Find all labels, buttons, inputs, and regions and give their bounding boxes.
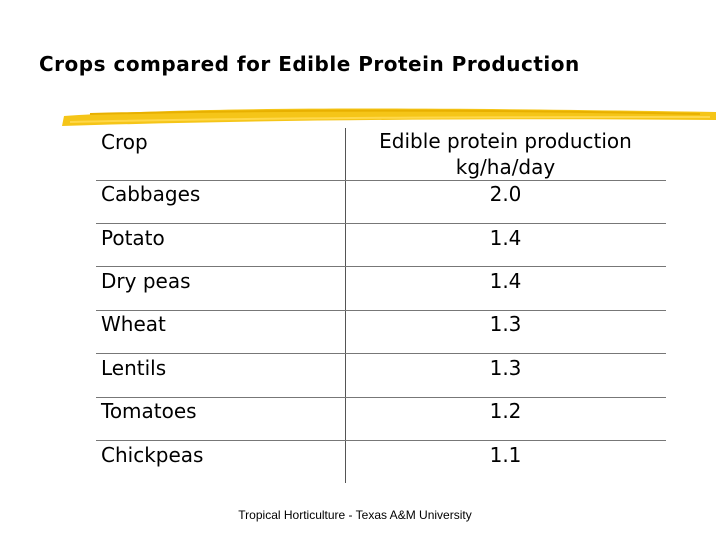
table-row-crop: Lentils <box>101 356 167 380</box>
table-row-value: 1.3 <box>489 356 522 380</box>
row-divider <box>96 310 666 311</box>
row-divider <box>96 440 666 441</box>
table-row-value: 1.3 <box>489 312 522 336</box>
row-divider <box>96 397 666 398</box>
row-divider <box>96 353 666 354</box>
row-divider <box>96 223 666 224</box>
slide-footer: Tropical Horticulture - Texas A&M Univer… <box>238 508 472 522</box>
table-row-crop: Dry peas <box>101 269 191 293</box>
header-crop: Crop <box>101 130 148 154</box>
table-row-value: 1.4 <box>489 269 522 293</box>
table-row-crop: Wheat <box>101 312 166 336</box>
table-row-value: 1.4 <box>489 226 522 250</box>
row-divider <box>96 266 666 267</box>
table-row-crop: Potato <box>101 226 165 250</box>
header-value-line2: kg/ha/day <box>455 155 556 179</box>
header-value: Edible protein production kg/ha/day <box>345 128 666 180</box>
table-row-crop: Cabbages <box>101 182 201 206</box>
brush-stroke-divider <box>62 108 716 126</box>
table-row-crop: Chickpeas <box>101 443 204 467</box>
table-row-value: 1.2 <box>489 399 522 423</box>
header-value-line1: Edible protein production <box>379 129 632 153</box>
column-divider <box>345 128 346 483</box>
table-row-value: 2.0 <box>489 182 522 206</box>
protein-table: Crop Edible protein production kg/ha/day… <box>96 128 666 483</box>
row-divider <box>96 180 666 181</box>
slide-title: Crops compared for Edible Protein Produc… <box>39 52 580 76</box>
table-row-crop: Tomatoes <box>101 399 197 423</box>
table-row-value: 1.1 <box>489 443 522 467</box>
